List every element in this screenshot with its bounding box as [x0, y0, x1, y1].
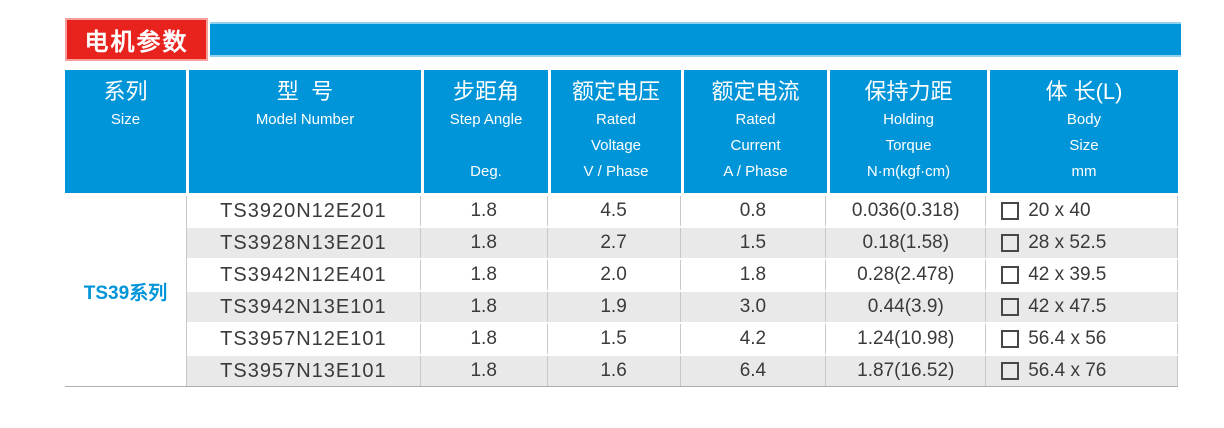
cell-step-angle: 1.8: [421, 356, 548, 386]
header-cn: 保持力距: [864, 79, 953, 104]
square-outline-icon: [1001, 266, 1020, 284]
data-grid: TS3920N12E201 1.8 4.5 0.8 0.036(0.318) 2…: [186, 196, 1178, 386]
cell-body-size: 56.4 x 76: [986, 356, 1178, 386]
square-outline-icon: [1001, 202, 1020, 220]
cell-rated-voltage: 1.9: [548, 292, 681, 322]
header-en: Torque: [885, 137, 932, 154]
cell-holding-torque: 0.44(3.9): [826, 292, 987, 322]
header-en: mm: [1071, 163, 1097, 180]
column-header-rated-current: 额定电流 Rated Current A / Phase: [681, 70, 827, 193]
header-cn: 系列: [103, 79, 148, 104]
cell-body-size: 42 x 47.5: [986, 292, 1178, 322]
table-body: TS39系列 TS3920N12E201 1.8 4.5 0.8 0.036(0…: [65, 196, 1178, 387]
cell-rated-current: 4.2: [681, 324, 827, 354]
body-size-value: 20 x 40: [1028, 200, 1091, 221]
table-row: TS3928N13E201 1.8 2.7 1.5 0.18(1.58) 28 …: [187, 228, 1178, 258]
square-outline-icon: [1001, 234, 1020, 252]
motor-parameters-table: 系列 Size 型 号 Model Number 步距角 Step Angle …: [65, 70, 1178, 387]
cell-model-number: TS3942N12E401: [187, 260, 421, 290]
header-en: [189, 159, 421, 185]
square-outline-icon: [1001, 362, 1020, 380]
cell-rated-voltage: 1.5: [548, 324, 681, 354]
square-outline-icon: [1001, 298, 1020, 316]
header-en: [65, 159, 186, 185]
cell-holding-torque: 0.18(1.58): [826, 228, 987, 258]
column-header-series: 系列 Size: [65, 70, 186, 193]
body-size-value: 56.4 x 56: [1028, 328, 1107, 349]
cell-holding-torque: 1.24(10.98): [826, 324, 987, 354]
header-en: Current: [730, 137, 781, 154]
table-row: TS3942N13E101 1.8 1.9 3.0 0.44(3.9) 42 x…: [187, 292, 1178, 322]
header-en: Size: [110, 111, 141, 128]
table-row: TS3957N12E101 1.8 1.5 4.2 1.24(10.98) 56…: [187, 324, 1178, 354]
body-size-value: 56.4 x 76: [1028, 360, 1107, 381]
cell-rated-current: 0.8: [681, 196, 827, 226]
header-cn: 型 号: [276, 79, 334, 104]
column-header-holding-torque: 保持力距 Holding Torque N·m(kgf·cm): [827, 70, 987, 193]
cell-body-size: 42 x 39.5: [986, 260, 1178, 290]
table-row: TS3920N12E201 1.8 4.5 0.8 0.036(0.318) 2…: [187, 196, 1178, 226]
cell-rated-current: 1.8: [681, 260, 827, 290]
header-en: V / Phase: [583, 163, 649, 180]
cell-rated-voltage: 4.5: [548, 196, 681, 226]
cell-step-angle: 1.8: [421, 196, 548, 226]
cell-holding-torque: 1.87(16.52): [826, 356, 987, 386]
cell-rated-voltage: 1.6: [548, 356, 681, 386]
header-en: Holding: [883, 111, 934, 128]
header-en: A / Phase: [723, 163, 788, 180]
header-en: Rated: [595, 111, 637, 128]
cell-step-angle: 1.8: [421, 260, 548, 290]
section-title: 电机参数: [65, 18, 208, 61]
cell-model-number: TS3920N12E201: [187, 196, 421, 226]
column-header-model-number: 型 号 Model Number: [186, 70, 421, 193]
cell-model-number: TS3942N13E101: [187, 292, 421, 322]
body-size-value: 28 x 52.5: [1028, 232, 1107, 253]
table-header-row: 系列 Size 型 号 Model Number 步距角 Step Angle …: [65, 70, 1178, 193]
section-title-label: 电机参数: [84, 29, 189, 56]
cell-rated-current: 3.0: [681, 292, 827, 322]
column-header-step-angle: 步距角 Step Angle Deg.: [421, 70, 548, 193]
header-en: N·m(kgf·cm): [866, 163, 951, 180]
column-header-body-size: 体 长(L) Body Size mm: [987, 70, 1178, 193]
header-en: Voltage: [590, 137, 642, 154]
header-cn: 体 长(L): [1045, 79, 1123, 104]
cell-model-number: TS3928N13E201: [187, 228, 421, 258]
cell-rated-voltage: 2.7: [548, 228, 681, 258]
cell-body-size: 28 x 52.5: [986, 228, 1178, 258]
header-en: Rated: [735, 111, 776, 128]
title-bar-rule: [210, 22, 1181, 57]
cell-step-angle: 1.8: [421, 324, 548, 354]
cell-model-number: TS3957N13E101: [187, 356, 421, 386]
column-header-rated-voltage: 额定电压 Rated Voltage V / Phase: [548, 70, 681, 193]
header-en: [424, 133, 548, 159]
cell-holding-torque: 0.036(0.318): [826, 196, 987, 226]
body-size-value: 42 x 39.5: [1028, 264, 1107, 285]
square-outline-icon: [1001, 330, 1020, 348]
cell-rated-current: 6.4: [681, 356, 827, 386]
header-en: Size: [1069, 137, 1099, 154]
cell-holding-torque: 0.28(2.478): [826, 260, 987, 290]
table-row: TS3957N13E101 1.8 1.6 6.4 1.87(16.52) 56…: [187, 356, 1178, 386]
cell-body-size: 20 x 40: [986, 196, 1178, 226]
cell-body-size: 56.4 x 56: [986, 324, 1178, 354]
cell-model-number: TS3957N12E101: [187, 324, 421, 354]
body-size-value: 42 x 47.5: [1028, 296, 1107, 317]
header-en: [65, 133, 186, 159]
header-cn: 额定电流: [711, 79, 800, 104]
header-cn: 额定电压: [571, 79, 660, 104]
cell-rated-current: 1.5: [681, 228, 827, 258]
cell-step-angle: 1.8: [421, 292, 548, 322]
header-en: Step Angle: [449, 111, 523, 128]
header-en: Model Number: [255, 111, 355, 128]
header-en: Body: [1066, 111, 1102, 128]
series-label: TS39系列: [65, 196, 186, 386]
table-row: TS3942N12E401 1.8 2.0 1.8 0.28(2.478) 42…: [187, 260, 1178, 290]
cell-step-angle: 1.8: [421, 228, 548, 258]
cell-rated-voltage: 2.0: [548, 260, 681, 290]
header-cn: 步距角: [452, 79, 519, 104]
header-en: Deg.: [470, 163, 502, 180]
header-en: [189, 133, 421, 159]
